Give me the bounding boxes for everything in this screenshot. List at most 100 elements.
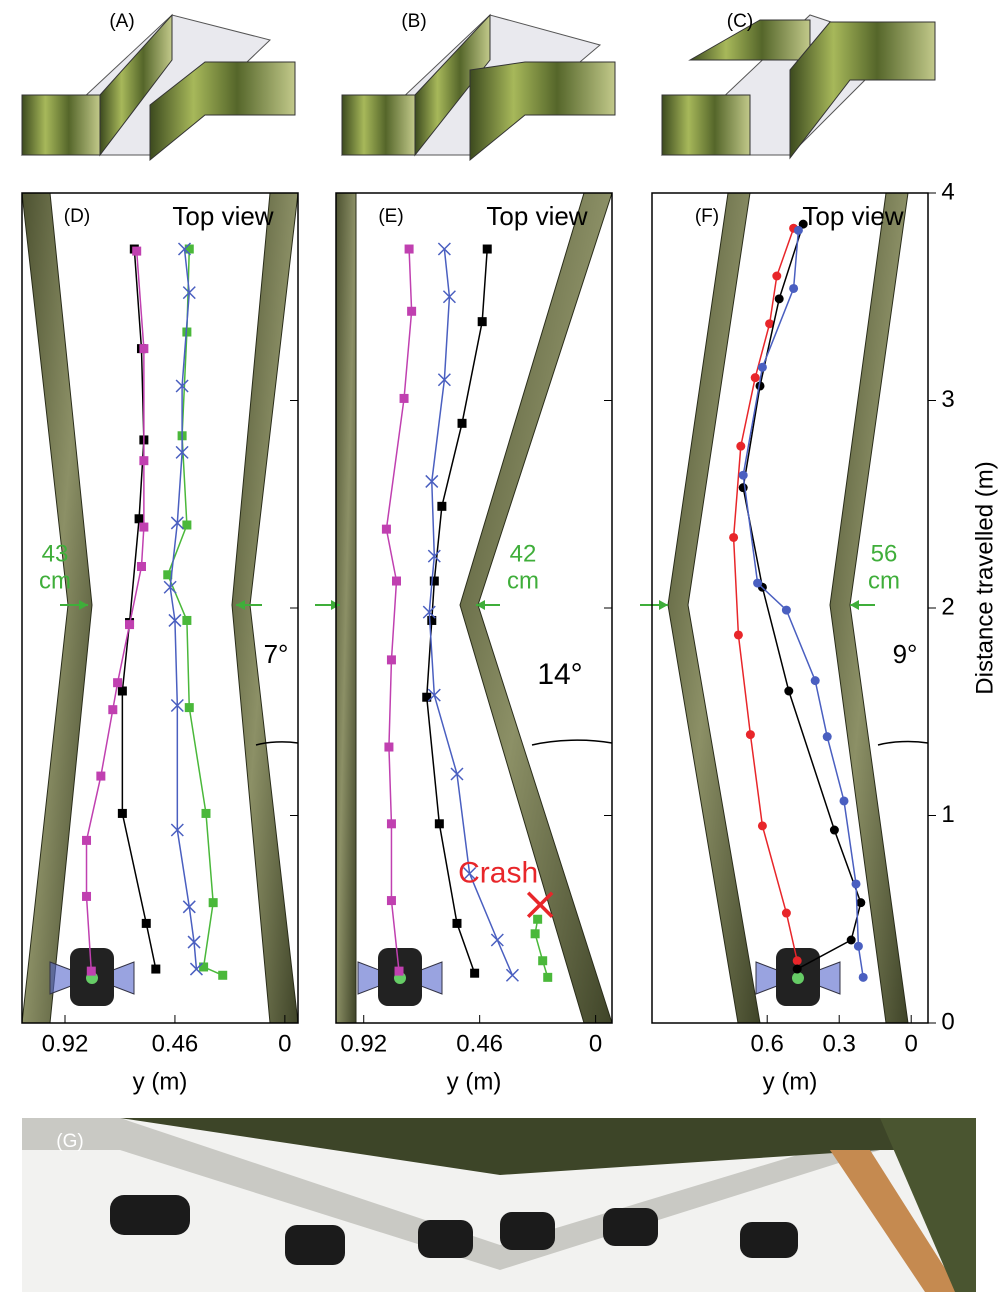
trajectory	[85, 251, 145, 972]
trajectory	[742, 230, 864, 978]
marker	[218, 970, 228, 980]
crash-marker	[526, 891, 554, 918]
marker	[793, 225, 803, 235]
marker	[139, 344, 149, 354]
marker	[182, 900, 196, 914]
width-label: cm	[39, 567, 71, 594]
marker	[765, 319, 775, 329]
arrow-head	[79, 600, 88, 610]
marker	[463, 867, 477, 881]
marker	[134, 514, 144, 524]
marker	[394, 966, 404, 976]
trajectory	[742, 223, 862, 970]
crash-label: Crash	[458, 857, 538, 890]
marker	[117, 686, 127, 696]
marker	[781, 605, 791, 615]
marker	[733, 630, 743, 640]
arrow-head	[236, 600, 245, 610]
trajectory	[169, 248, 198, 970]
marker	[452, 918, 462, 928]
angle-label: 9°	[893, 639, 918, 669]
marker	[533, 914, 543, 924]
marker	[856, 898, 866, 908]
marker	[757, 821, 767, 831]
marker	[381, 524, 391, 534]
x-tick-label: 0.46	[456, 1030, 503, 1057]
marker	[175, 445, 189, 459]
width-label: cm	[868, 567, 900, 594]
marker	[753, 578, 763, 588]
photo-panel-g	[22, 1118, 976, 1292]
marker	[530, 929, 540, 939]
y-tick-label: 0	[941, 1008, 954, 1035]
marker	[750, 373, 760, 383]
trajectory	[425, 248, 488, 974]
marker	[434, 819, 444, 829]
marker	[792, 956, 802, 966]
marker	[108, 705, 118, 715]
marker	[427, 615, 437, 625]
x-axis-label: y (m)	[447, 1068, 502, 1095]
marker	[113, 678, 123, 688]
width-label: 42	[510, 540, 537, 567]
x-tick-label: 0.46	[152, 1030, 199, 1057]
panel-label: (F)	[695, 206, 719, 227]
marker	[755, 381, 765, 391]
marker	[139, 456, 149, 466]
marker	[851, 879, 861, 889]
panel-a-drawing	[20, 13, 296, 162]
marker	[82, 835, 92, 845]
marker	[427, 549, 441, 563]
panel-b-drawing	[340, 13, 616, 162]
marker	[189, 962, 203, 976]
marker	[117, 808, 127, 818]
arrow-head	[659, 600, 668, 610]
marker	[798, 219, 808, 229]
marker	[168, 613, 182, 627]
panel-c-drawing	[660, 14, 936, 160]
marker	[470, 968, 480, 978]
marker	[151, 964, 161, 974]
marker	[729, 532, 739, 542]
marker	[404, 244, 414, 254]
marker	[422, 605, 436, 619]
marker	[429, 576, 439, 586]
marker	[182, 615, 192, 625]
marker	[422, 692, 432, 702]
marker	[163, 570, 173, 580]
marker	[450, 767, 464, 781]
marker	[822, 732, 832, 742]
marker	[187, 935, 201, 949]
trajectory	[385, 248, 413, 972]
marker	[201, 808, 211, 818]
marker	[437, 373, 451, 387]
robot-eye	[792, 972, 804, 984]
marker	[505, 968, 519, 982]
angle-label: 7°	[264, 639, 289, 669]
panel-label: (E)	[378, 206, 403, 227]
marker	[208, 898, 218, 908]
marker	[781, 908, 791, 918]
panel-label: (C)	[727, 11, 753, 32]
marker	[757, 362, 767, 372]
panel-label: (D)	[64, 206, 90, 227]
marker	[177, 242, 192, 256]
marker	[184, 244, 194, 254]
marker	[457, 418, 467, 428]
marker	[846, 935, 856, 945]
marker	[745, 730, 755, 740]
marker	[425, 474, 439, 488]
marker	[139, 522, 149, 532]
marker	[853, 941, 863, 951]
trajectory	[534, 919, 549, 978]
marker	[182, 520, 192, 530]
y-tick-label: 2	[941, 593, 954, 620]
x-tick-label: 0.3	[823, 1030, 856, 1057]
marker	[82, 891, 92, 901]
marker	[407, 306, 417, 316]
marker	[199, 962, 209, 972]
marker	[774, 294, 784, 304]
angle-arc	[877, 740, 929, 746]
marker	[386, 896, 396, 906]
